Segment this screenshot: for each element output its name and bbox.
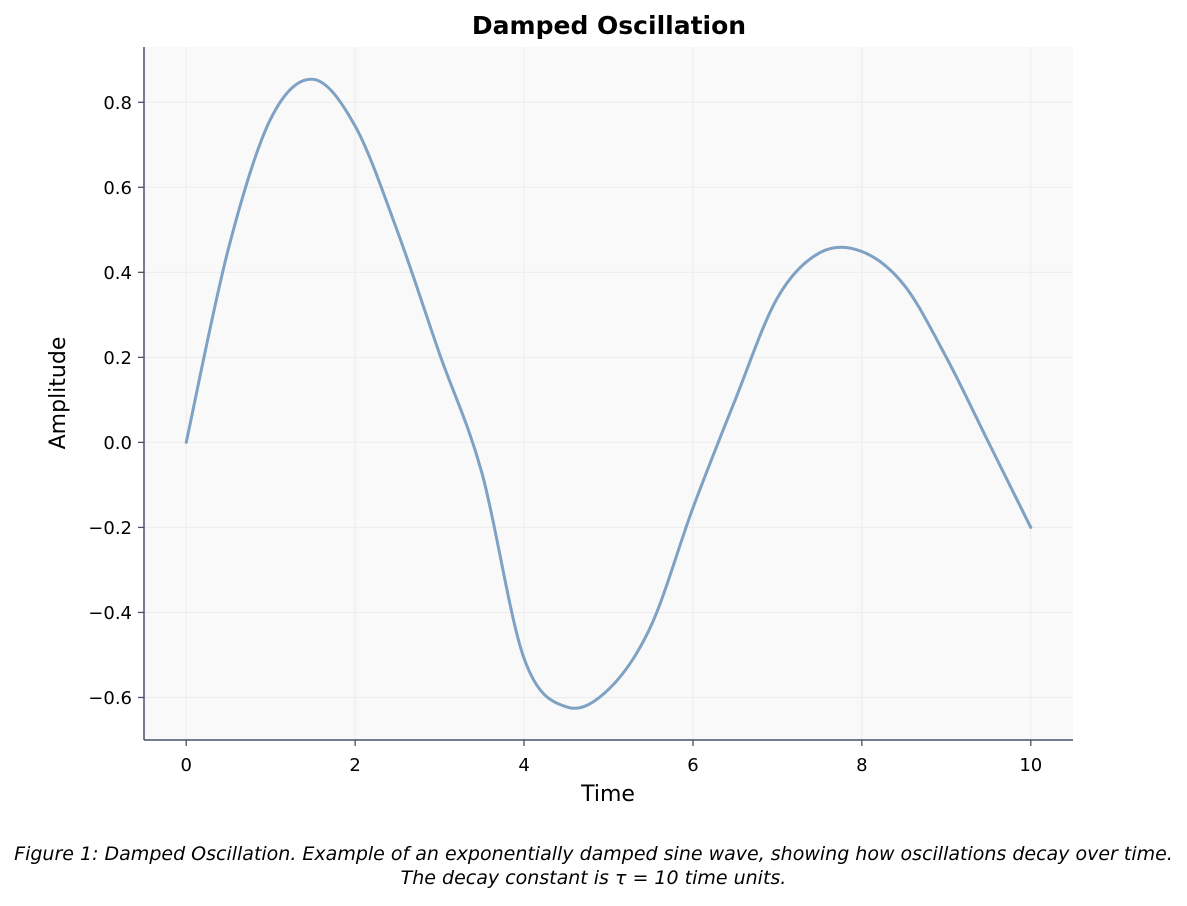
x-tick-label: 0 [181, 755, 192, 776]
y-tick-label: 0.0 [103, 433, 132, 454]
y-axis-label: Amplitude [46, 337, 71, 450]
y-tick-label: 0.4 [103, 263, 132, 284]
chart: 0 2 4 6 8 10 −0.6 −0.4 −0.2 0.0 0.2 0.4 0.6 0.8 Damp… [46, 11, 1073, 807]
x-ticks: 0 2 4 6 8 10 [181, 740, 1042, 776]
y-tick-label: −0.6 [88, 688, 132, 709]
y-ticks: −0.6 −0.4 −0.2 0.0 0.2 0.4 0.6 0.8 [88, 93, 144, 709]
x-tick-label: 2 [349, 755, 360, 776]
x-tick-label: 8 [856, 755, 867, 776]
x-tick-label: 4 [518, 755, 529, 776]
x-tick-label: 6 [687, 755, 698, 776]
grid [144, 47, 1073, 740]
plot-background [144, 47, 1073, 740]
y-tick-label: −0.4 [88, 603, 132, 624]
y-tick-label: −0.2 [88, 518, 132, 539]
figure-caption: Figure 1: Damped Oscillation. Example of… [14, 843, 1173, 889]
y-tick-label: 0.8 [103, 93, 132, 114]
chart-title: Damped Oscillation [472, 11, 746, 40]
x-tick-label: 10 [1019, 755, 1042, 776]
y-tick-label: 0.2 [103, 348, 132, 369]
x-axis-label: Time [580, 782, 635, 807]
y-tick-label: 0.6 [103, 178, 132, 199]
series-line [184, 77, 1033, 710]
